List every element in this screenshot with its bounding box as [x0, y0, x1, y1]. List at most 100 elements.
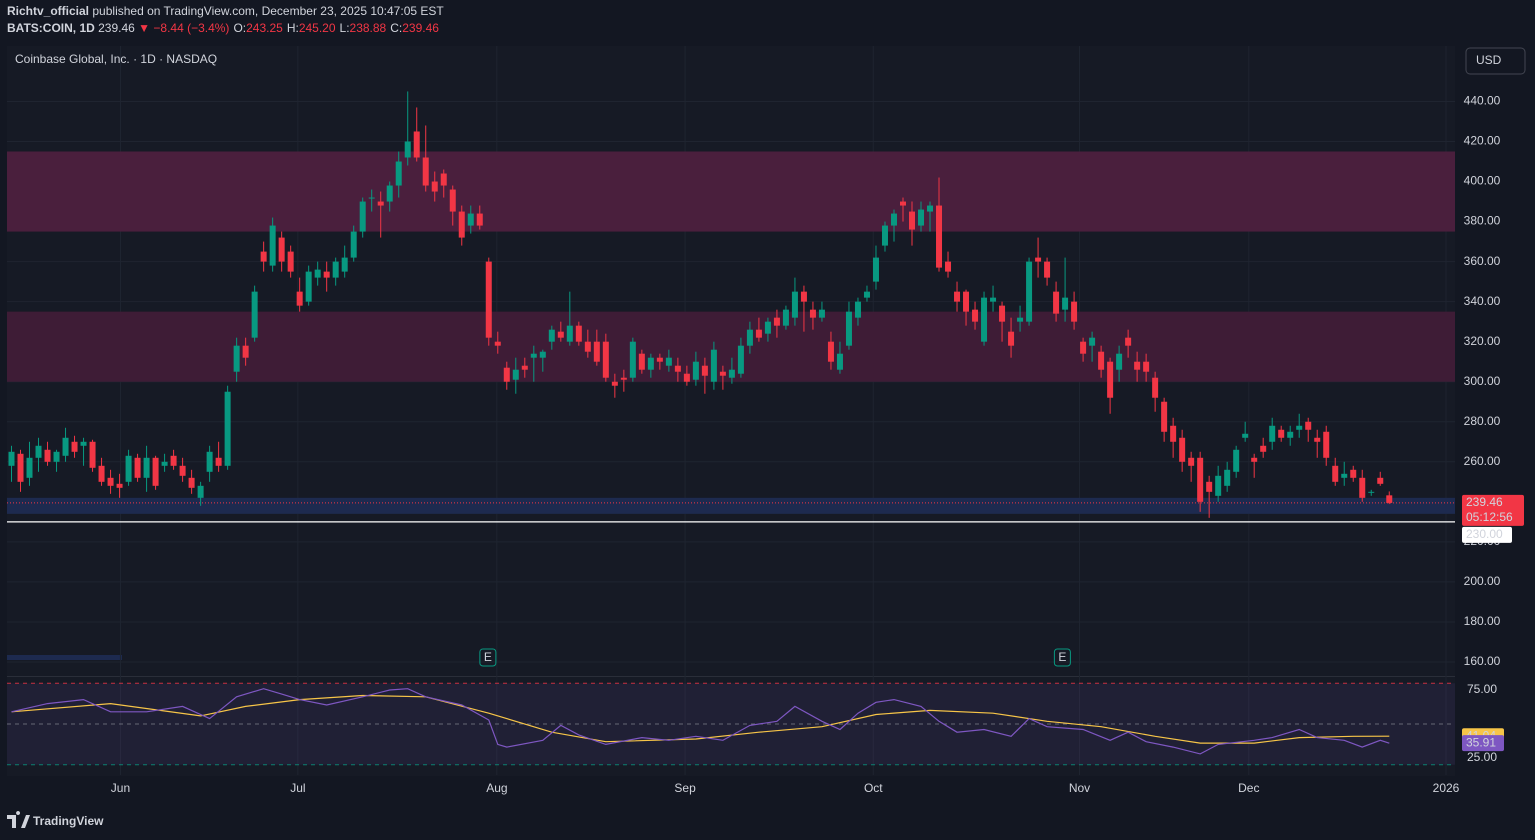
- candle-body: [215, 457, 222, 466]
- candle-body: [440, 173, 447, 186]
- symbol-line: BATS:COIN, 1D 239.46 ▼ −8.44 (−3.4%) O:24…: [7, 21, 439, 35]
- candle-body: [1170, 425, 1177, 442]
- candle-body: [539, 351, 546, 358]
- candle-body: [981, 297, 988, 342]
- candle-body: [1197, 457, 1204, 502]
- candle-body: [458, 211, 465, 238]
- candle-body: [683, 373, 690, 382]
- candle-body: [314, 269, 321, 278]
- candle-body: [188, 477, 195, 488]
- candle-body: [800, 291, 807, 302]
- y-tick-label: 260.00: [1464, 454, 1501, 468]
- candle-body: [143, 457, 150, 478]
- candle-body: [224, 391, 231, 466]
- y-tick-label: 180.00: [1464, 614, 1501, 628]
- candle-body: [323, 271, 330, 278]
- candle-body: [1377, 477, 1384, 484]
- candle-body: [467, 213, 474, 226]
- candle-body: [1116, 353, 1123, 370]
- candle-body: [422, 157, 429, 186]
- candle-body: [89, 441, 96, 468]
- candle-body: [557, 331, 564, 338]
- candle-body: [809, 309, 816, 318]
- candle-body: [1341, 473, 1348, 478]
- logo: [7, 811, 30, 828]
- rsi-line: [11, 688, 1390, 755]
- candle-body: [1017, 317, 1024, 322]
- ohlc-value: 243.25: [246, 21, 283, 35]
- candle-body: [845, 311, 852, 346]
- candle-body: [755, 329, 762, 338]
- candle-body: [170, 455, 177, 466]
- candle-body: [395, 161, 402, 186]
- candle-body: [954, 291, 961, 302]
- countdown: 05:12:56: [1466, 510, 1513, 524]
- published: published on TradingView.com, December 2…: [92, 4, 444, 18]
- price: 239.46: [98, 21, 135, 35]
- candle-body: [161, 461, 168, 466]
- candle-body: [476, 213, 483, 226]
- candle-body: [602, 341, 609, 378]
- candle-body: [854, 301, 861, 318]
- candle-body: [521, 365, 528, 370]
- earnings-marker: [479, 648, 497, 667]
- hline-tag-label: 230.00: [1466, 527, 1503, 541]
- candle-body: [836, 353, 843, 370]
- currency[interactable]: USD: [1476, 53, 1502, 67]
- candle-body: [1260, 445, 1267, 452]
- candle-body: [1044, 261, 1051, 278]
- candle-body: [341, 257, 348, 272]
- x-tick-label: Aug: [486, 781, 507, 795]
- y-tick-label: 400.00: [1464, 174, 1501, 188]
- currency-button[interactable]: [1465, 47, 1526, 75]
- publisher: Richtv_official: [7, 4, 89, 18]
- candle-body: [305, 271, 312, 302]
- candle-body: [1206, 481, 1213, 492]
- candle-body: [927, 205, 934, 212]
- candle-body: [764, 321, 771, 334]
- y-tick-label: 340.00: [1464, 294, 1501, 308]
- rsi-ma-line: [11, 694, 1390, 744]
- candle-body: [107, 477, 114, 486]
- candle-body: [1107, 361, 1114, 398]
- hline-tag: [1462, 526, 1512, 543]
- candle-body: [647, 357, 654, 370]
- candle-body: [638, 353, 645, 370]
- candle-body: [359, 201, 366, 232]
- volume-profile-stub: [7, 655, 122, 660]
- candle-body: [584, 341, 591, 352]
- candle-body: [98, 465, 105, 482]
- candle-body: [152, 457, 159, 486]
- brand: TradingView: [33, 814, 104, 828]
- candle-body: [485, 261, 492, 338]
- candle-body: [278, 237, 285, 262]
- candle-body: [1386, 495, 1393, 503]
- candle-body: [890, 213, 897, 226]
- y-tick-label: 440.00: [1464, 94, 1501, 108]
- candle-body: [972, 309, 979, 322]
- candle-body: [62, 437, 69, 456]
- ohlc-value: 245.20: [299, 21, 336, 35]
- candle-body: [413, 131, 420, 158]
- rsi-value: 35.91: [1466, 735, 1496, 749]
- candle-body: [431, 181, 438, 192]
- earnings-label: E: [484, 650, 492, 664]
- ohlc-label: L:: [340, 21, 350, 35]
- x-tick-label: Jul: [290, 781, 305, 795]
- logo-mark: [7, 811, 30, 828]
- x-tick-label: Oct: [864, 781, 883, 795]
- candle-body: [530, 353, 537, 358]
- candle-body: [818, 309, 825, 318]
- y-tick-label: 320.00: [1464, 334, 1501, 348]
- candle-body: [863, 291, 870, 298]
- candle-body: [1251, 457, 1258, 462]
- candle-body: [773, 317, 780, 326]
- candle-body: [566, 325, 573, 342]
- candle-body: [350, 231, 357, 258]
- price-tag-value: 239.46: [1466, 495, 1503, 509]
- candle-body: [1224, 469, 1231, 486]
- candle-body: [449, 189, 456, 212]
- candle-body: [179, 465, 186, 476]
- candle-body: [503, 367, 510, 382]
